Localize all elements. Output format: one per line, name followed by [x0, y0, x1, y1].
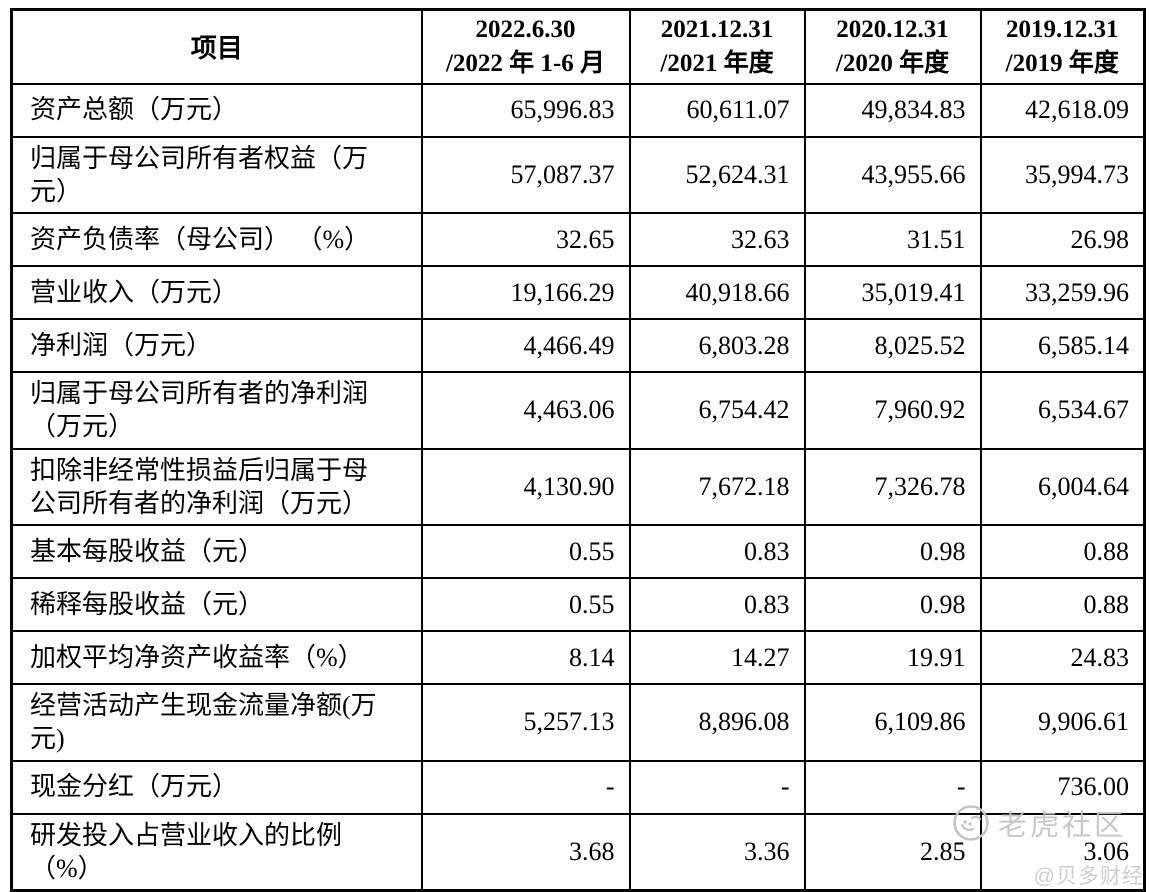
cell-value: 42,618.09 [979, 82, 1146, 138]
header-period-line1: 2021.12.31 [660, 16, 774, 43]
cell-value: 26.98 [979, 212, 1146, 268]
cell-value: 7,326.78 [803, 447, 982, 527]
header-period-2021: 2021.12.31 /2021 年度 [628, 8, 806, 85]
cell-value: 35,019.41 [803, 265, 982, 321]
header-period-2019: 2019.12.31 /2019 年度 [979, 8, 1146, 85]
cell-value: 2.85 [803, 812, 982, 892]
table-row-debt-ratio: 资产负债率（母公司） （%） 32.65 32.63 31.51 26.98 [10, 212, 1146, 268]
row-label: 营业收入（万元） [10, 265, 423, 321]
cell-value: 5,257.13 [420, 683, 631, 762]
cell-value: 31.51 [803, 212, 982, 268]
cell-value: 14.27 [628, 630, 806, 686]
cell-value: 3.06 [979, 812, 1146, 892]
row-label: 现金分红（万元） [10, 759, 423, 815]
table-header-row: 项目 2022.6.30 /2022 年 1-6 月 2021.12.31 /2… [10, 8, 1146, 85]
cell-value: 7,960.92 [803, 371, 982, 450]
row-label: 净利润（万元） [10, 318, 423, 374]
cell-value: 0.55 [420, 524, 631, 580]
table-row-cash-dividend: 现金分红（万元） - - - 736.00 [10, 759, 1146, 815]
header-period-line2: /2019 年度 [1005, 49, 1119, 77]
cell-value: 49,834.83 [803, 82, 982, 138]
row-label: 归属于母公司所有者权益（万 元） [10, 135, 423, 215]
table-row-diluted-eps: 稀释每股收益（元） 0.55 0.83 0.98 0.88 [10, 577, 1146, 633]
header-period-2022: 2022.6.30 /2022 年 1-6 月 [420, 8, 631, 85]
header-period-line1: 2019.12.31 [1006, 16, 1119, 43]
cell-value: 4,463.06 [420, 371, 631, 450]
cell-value: 60,611.07 [628, 82, 806, 138]
cell-value: 3.68 [420, 812, 631, 892]
cell-value: 0.55 [420, 577, 631, 633]
cell-value: 4,466.49 [420, 318, 631, 374]
cell-value: 8,025.52 [803, 318, 982, 374]
cell-value: 19,166.29 [420, 265, 631, 321]
cell-value: 6,754.42 [628, 371, 806, 450]
cell-value: 32.65 [420, 212, 631, 268]
cell-value: 7,672.18 [628, 447, 806, 527]
cell-value: 24.83 [979, 630, 1146, 686]
cell-value: 0.83 [628, 577, 806, 633]
row-label: 加权平均净资产收益率（%） [10, 630, 423, 686]
table-row-rd-ratio: 研发投入占营业收入的比例 （%） 3.68 3.36 2.85 3.06 [10, 812, 1146, 892]
cell-value: 9,906.61 [979, 683, 1146, 762]
cell-value: 0.88 [979, 577, 1146, 633]
cell-value: 40,918.66 [628, 265, 806, 321]
cell-value: 43,955.66 [803, 135, 982, 215]
header-item: 项目 [10, 8, 423, 85]
cell-value: 6,803.28 [628, 318, 806, 374]
table-row-revenue: 营业收入（万元） 19,166.29 40,918.66 35,019.41 3… [10, 265, 1146, 321]
cell-value: 0.98 [803, 577, 982, 633]
table-row-parent-net-profit: 归属于母公司所有者的净利润 （万元） 4,463.06 6,754.42 7,9… [10, 371, 1146, 450]
cell-value: 65,996.83 [420, 82, 631, 138]
table-row-total-assets: 资产总额（万元） 65,996.83 60,611.07 49,834.83 4… [10, 82, 1146, 138]
cell-value: 6,534.67 [979, 371, 1146, 450]
cell-value: 33,259.96 [979, 265, 1146, 321]
cell-value: 57,087.37 [420, 135, 631, 215]
header-period-line2: /2022 年 1-6 月 [445, 49, 606, 77]
cell-value: - [420, 759, 631, 815]
cell-value: 8.14 [420, 630, 631, 686]
row-label: 归属于母公司所有者的净利润 （万元） [10, 371, 423, 450]
cell-value: 0.98 [803, 524, 982, 580]
cell-value: 736.00 [979, 759, 1146, 815]
cell-value: 0.88 [979, 524, 1146, 580]
header-period-line1: 2020.12.31 [836, 16, 949, 43]
cell-value: 52,624.31 [628, 135, 806, 215]
cell-value: 35,994.73 [979, 135, 1146, 215]
cell-value: 6,109.86 [803, 683, 982, 762]
cell-value: 0.83 [628, 524, 806, 580]
cell-value: 32.63 [628, 212, 806, 268]
cell-value: 6,585.14 [979, 318, 1146, 374]
cell-value: 3.36 [628, 812, 806, 892]
header-period-2020: 2020.12.31 /2020 年度 [803, 8, 982, 85]
row-label: 资产总额（万元） [10, 82, 423, 138]
table-row-basic-eps: 基本每股收益（元） 0.55 0.83 0.98 0.88 [10, 524, 1146, 580]
header-period-line2: /2020 年度 [835, 49, 950, 77]
table-row-net-profit: 净利润（万元） 4,466.49 6,803.28 8,025.52 6,585… [10, 318, 1146, 374]
table-row-deducted-net-profit: 扣除非经常性损益后归属于母 公司所有者的净利润（万元） 4,130.90 7,6… [10, 447, 1146, 527]
row-label: 扣除非经常性损益后归属于母 公司所有者的净利润（万元） [10, 447, 423, 527]
cell-value: 8,896.08 [628, 683, 806, 762]
table-row-parent-equity: 归属于母公司所有者权益（万 元） 57,087.37 52,624.31 43,… [10, 135, 1146, 215]
financial-summary-table: 项目 2022.6.30 /2022 年 1-6 月 2021.12.31 /2… [10, 8, 1146, 892]
row-label: 经营活动产生现金流量净额(万 元) [10, 683, 423, 762]
cell-value: - [803, 759, 982, 815]
header-period-line1: 2022.6.30 [475, 16, 576, 43]
cell-value: 6,004.64 [979, 447, 1146, 527]
table-row-weighted-roe: 加权平均净资产收益率（%） 8.14 14.27 19.91 24.83 [10, 630, 1146, 686]
cell-value: - [628, 759, 806, 815]
row-label: 基本每股收益（元） [10, 524, 423, 580]
cell-value: 4,130.90 [420, 447, 631, 527]
header-period-line2: /2021 年度 [660, 49, 774, 77]
cell-value: 19.91 [803, 630, 982, 686]
row-label: 稀释每股收益（元） [10, 577, 423, 633]
table-row-operating-cash-flow: 经营活动产生现金流量净额(万 元) 5,257.13 8,896.08 6,10… [10, 683, 1146, 762]
row-label: 资产负债率（母公司） （%） [10, 212, 423, 268]
row-label: 研发投入占营业收入的比例 （%） [10, 812, 423, 892]
